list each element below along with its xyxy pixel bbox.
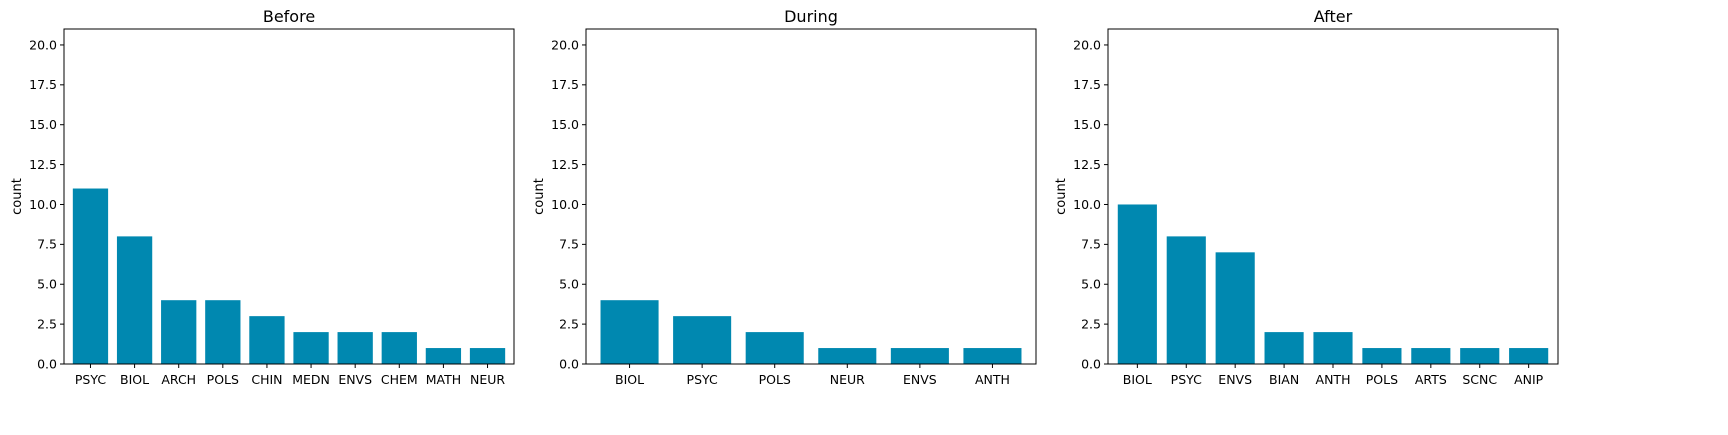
bar-biol <box>116 236 153 364</box>
x-tick-label-psyc: PSYC <box>75 372 106 387</box>
subplot-title: During <box>784 7 838 26</box>
bar-math <box>425 348 462 364</box>
x-tick-label-biol: BIOL <box>615 372 644 387</box>
y-tick-label: 12.5 <box>1073 157 1101 172</box>
bar-envs <box>1215 252 1255 364</box>
bar-chem <box>381 332 417 364</box>
bar-chin <box>249 316 285 364</box>
x-tick-label-biol: BIOL <box>1123 372 1152 387</box>
x-tick-label-medn: MEDN <box>292 372 330 387</box>
subplot-title: After <box>1314 7 1353 26</box>
x-tick-label-anip: ANIP <box>1514 372 1544 387</box>
axes-frame <box>585 28 1037 365</box>
x-tick-label-chem: CHEM <box>381 372 418 387</box>
bar-scnc <box>1460 348 1500 364</box>
y-axis-label: count <box>532 178 547 215</box>
y-axis-label: count <box>10 178 25 215</box>
subplot-title: Before <box>263 7 315 26</box>
x-tick-label-anth: ANTH <box>975 372 1010 387</box>
y-tick-label: 20.0 <box>551 37 579 52</box>
x-tick-label-psyc: PSYC <box>1171 372 1202 387</box>
y-tick-label: 15.0 <box>1073 117 1101 132</box>
y-tick-label: 2.5 <box>559 316 579 331</box>
y-tick-label: 5.0 <box>37 277 57 292</box>
y-tick-label: 10.0 <box>29 197 57 212</box>
y-tick-label: 20.0 <box>1073 37 1101 52</box>
bar-arts <box>1411 348 1451 364</box>
bar-envs <box>337 332 373 364</box>
x-tick-label-pols: POLS <box>759 372 791 387</box>
y-tick-label: 20.0 <box>29 37 57 52</box>
x-tick-label-envs: ENVS <box>338 372 372 387</box>
y-tick-label: 5.0 <box>559 277 579 292</box>
bar-biol <box>600 300 659 364</box>
x-tick-label-bian: BIAN <box>1269 372 1299 387</box>
y-axis-label: count <box>1054 178 1069 215</box>
bar-anip <box>1509 348 1549 364</box>
y-tick-label: 0.0 <box>559 356 579 371</box>
y-tick-label: 12.5 <box>29 157 57 172</box>
y-tick-label: 15.0 <box>551 117 579 132</box>
x-tick-label-arch: ARCH <box>161 372 196 387</box>
x-tick-label-chin: CHIN <box>251 372 282 387</box>
x-tick-label-pols: POLS <box>1366 372 1398 387</box>
bar-biol <box>1117 204 1157 364</box>
x-tick-label-arts: ARTS <box>1415 372 1447 387</box>
axes-frame <box>63 28 515 365</box>
bar-neur <box>469 348 506 364</box>
y-tick-label: 2.5 <box>37 316 57 331</box>
bar-anth <box>963 348 1022 364</box>
x-tick-label-math: MATH <box>426 372 461 387</box>
x-tick-label-scnc: SCNC <box>1462 372 1497 387</box>
x-tick-label-envs: ENVS <box>903 372 937 387</box>
y-tick-label: 12.5 <box>551 157 579 172</box>
bar-envs <box>890 348 949 364</box>
y-tick-label: 17.5 <box>1073 77 1101 92</box>
y-tick-label: 5.0 <box>1081 277 1101 292</box>
x-tick-label-biol: BIOL <box>120 372 149 387</box>
bar-medn <box>293 332 329 364</box>
bar-bian <box>1264 332 1304 364</box>
y-tick-label: 17.5 <box>29 77 57 92</box>
y-tick-label: 7.5 <box>1081 237 1101 252</box>
bar-pols <box>205 300 241 364</box>
x-tick-label-neur: NEUR <box>830 372 865 387</box>
bar-pols <box>745 332 804 364</box>
y-tick-label: 0.0 <box>1081 356 1101 371</box>
x-tick-label-neur: NEUR <box>470 372 505 387</box>
x-tick-label-psyc: PSYC <box>687 372 718 387</box>
y-tick-label: 0.0 <box>37 356 57 371</box>
bar-neur <box>818 348 877 364</box>
y-tick-label: 10.0 <box>1073 197 1101 212</box>
subplot-2: 0.0 2.5 5.0 7.5 10.0 12.5 15.0 17.5 20.0 BIOL PSYC… <box>1054 7 1559 387</box>
y-tick-label: 10.0 <box>551 197 579 212</box>
y-tick-label: 7.5 <box>37 237 57 252</box>
bar-psyc <box>1166 236 1206 364</box>
x-tick-label-anth: ANTH <box>1316 372 1351 387</box>
y-tick-label: 2.5 <box>1081 316 1101 331</box>
subplot-1: 0.0 2.5 5.0 7.5 10.0 12.5 15.0 17.5 20.0 BIOL PSYC… <box>532 7 1037 387</box>
y-tick-label: 7.5 <box>559 237 579 252</box>
bar-psyc <box>673 316 732 364</box>
subplot-0: 0.0 2.5 5.0 7.5 10.0 12.5 15.0 17.5 20.0 PSYC BIOL… <box>10 7 515 387</box>
y-tick-label: 17.5 <box>551 77 579 92</box>
bar-pols <box>1362 348 1402 364</box>
bar-arch <box>161 300 197 364</box>
bar-psyc <box>72 188 109 364</box>
x-tick-label-envs: ENVS <box>1218 372 1252 387</box>
y-tick-label: 15.0 <box>29 117 57 132</box>
bar-anth <box>1313 332 1353 364</box>
x-tick-label-pols: POLS <box>207 372 239 387</box>
